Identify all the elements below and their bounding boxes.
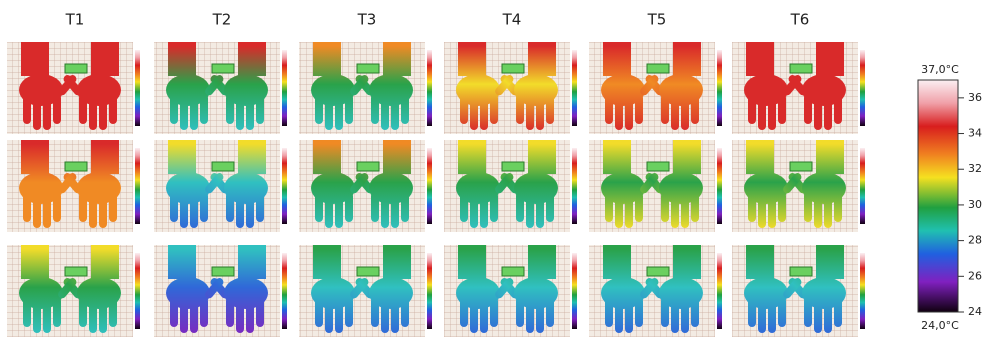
label-patch xyxy=(65,64,87,73)
thermal-image xyxy=(589,42,722,134)
thermal-figure: 37,0°C 24,0°C T1 T2 T3 T4 T5 T6 24 26 28 30 32 34 36 xyxy=(0,0,995,340)
colorbar-bottom-label: 24,0°C xyxy=(921,319,959,332)
label-patch xyxy=(790,267,812,276)
thermal-image xyxy=(154,140,287,232)
label-patch xyxy=(65,162,87,171)
mini-scale xyxy=(282,148,287,224)
colorbar-tick-label: 24 xyxy=(968,305,982,318)
thermal-image xyxy=(7,245,140,337)
mini-scale xyxy=(572,253,577,329)
colorbar-tick-label: 32 xyxy=(968,162,982,175)
mini-scale xyxy=(717,253,722,329)
mini-scale xyxy=(135,50,140,126)
colorbar-tick-label: 34 xyxy=(968,127,982,140)
label-patch xyxy=(357,162,379,171)
label-patch xyxy=(502,64,524,73)
label-patch xyxy=(212,267,234,276)
label-patch xyxy=(647,267,669,276)
label-patch xyxy=(502,267,524,276)
thermal-image xyxy=(299,140,432,232)
mini-scale xyxy=(135,253,140,329)
column-header: T3 xyxy=(357,11,377,29)
column-header: T5 xyxy=(647,11,667,29)
thermal-image xyxy=(444,140,577,232)
thermal-image xyxy=(7,42,140,134)
mini-scale xyxy=(135,148,140,224)
thermal-image xyxy=(299,245,432,337)
label-patch xyxy=(212,64,234,73)
label-patch xyxy=(647,64,669,73)
mini-scale xyxy=(427,253,432,329)
thermal-image xyxy=(589,140,722,232)
thermal-image xyxy=(154,42,287,134)
colorbar-tick-label: 26 xyxy=(968,269,982,282)
mini-scale xyxy=(860,253,865,329)
colorbar-tick-label: 36 xyxy=(968,91,982,104)
thermal-image xyxy=(7,140,140,232)
mini-scale xyxy=(572,148,577,224)
thermal-image xyxy=(444,245,577,337)
panels xyxy=(7,42,865,337)
mini-scale xyxy=(572,50,577,126)
mini-scale xyxy=(282,253,287,329)
column-header: T6 xyxy=(790,11,810,29)
thermal-image xyxy=(732,140,865,232)
label-patch xyxy=(65,267,87,276)
column-header: T1 xyxy=(65,11,85,29)
colorbar xyxy=(918,80,958,312)
thermal-image xyxy=(299,42,432,134)
mini-scale xyxy=(427,148,432,224)
mini-scale xyxy=(282,50,287,126)
thermal-image xyxy=(154,245,287,337)
colorbar-tick-label: 28 xyxy=(968,234,982,247)
label-patch xyxy=(790,64,812,73)
label-patch xyxy=(502,162,524,171)
mini-scale xyxy=(860,50,865,126)
label-patch xyxy=(357,267,379,276)
thermal-image xyxy=(589,245,722,337)
label-patch xyxy=(647,162,669,171)
column-header: T4 xyxy=(502,11,522,29)
mini-scale xyxy=(717,148,722,224)
thermal-image xyxy=(444,42,577,134)
mini-scale xyxy=(427,50,432,126)
colorbar-top-label: 37,0°C xyxy=(921,63,959,76)
label-patch xyxy=(790,162,812,171)
colorbar-tick-label: 30 xyxy=(968,198,982,211)
mini-scale xyxy=(860,148,865,224)
label-patch xyxy=(357,64,379,73)
column-header: T2 xyxy=(212,11,232,29)
thermal-image xyxy=(732,245,865,337)
mini-scale xyxy=(717,50,722,126)
label-patch xyxy=(212,162,234,171)
thermal-image xyxy=(732,42,865,134)
